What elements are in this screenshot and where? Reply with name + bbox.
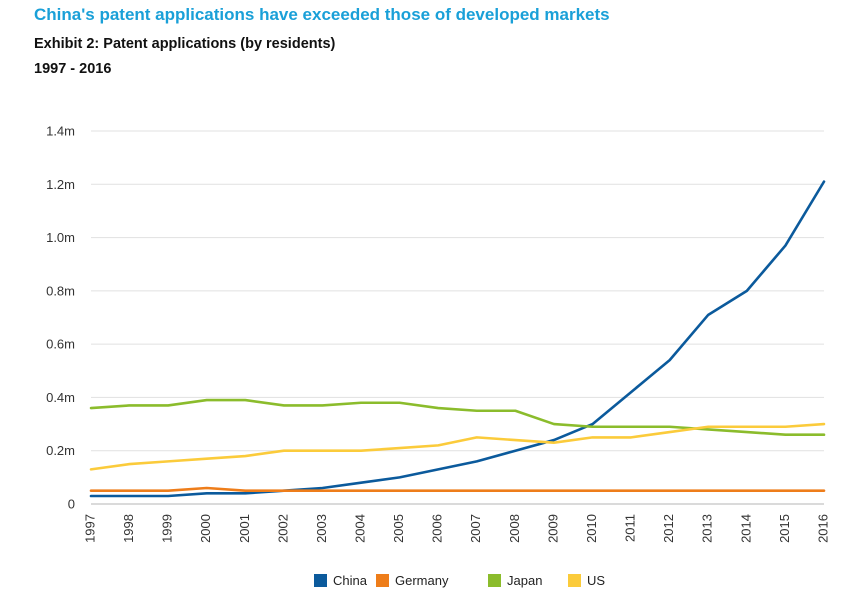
x-tick-label: 2005 xyxy=(391,514,406,543)
x-tick-label: 2003 xyxy=(314,514,329,543)
legend-swatch-germany xyxy=(376,574,389,587)
legend-label-japan: Japan xyxy=(507,573,542,588)
x-tick-label: 2004 xyxy=(352,514,367,543)
y-tick-label: 1.0m xyxy=(46,230,75,245)
x-tick-label: 2007 xyxy=(468,514,483,543)
series-line-germany xyxy=(89,486,826,492)
x-tick-label: 2015 xyxy=(777,514,792,543)
x-tick-label: 2001 xyxy=(237,514,252,543)
series-line-china xyxy=(89,180,826,498)
y-tick-label: 0.6m xyxy=(46,337,75,352)
y-tick-label: 0.2m xyxy=(46,443,75,458)
x-tick-label: 2002 xyxy=(275,514,290,543)
chart-title: Exhibit 2: Patent applications (by resid… xyxy=(34,36,336,52)
legend-label-us: US xyxy=(587,573,605,588)
series-line-japan xyxy=(89,398,826,437)
y-tick-label: 0 xyxy=(68,497,75,512)
legend-label-china: China xyxy=(333,573,368,588)
x-tick-label: 2006 xyxy=(430,514,445,543)
x-tick-label: 2000 xyxy=(198,514,213,543)
legend-swatch-japan xyxy=(488,574,501,587)
x-tick-label: 1997 xyxy=(82,514,97,543)
y-tick-label: 0.4m xyxy=(46,390,75,405)
x-tick-label: 1999 xyxy=(160,514,175,543)
x-tick-label: 2014 xyxy=(738,514,753,543)
x-tick-label: 2009 xyxy=(545,514,560,543)
y-tick-label: 0.8m xyxy=(46,283,75,298)
y-tick-label: 1.4m xyxy=(46,124,75,139)
y-tick-label: 1.2m xyxy=(46,177,75,192)
series-line-us xyxy=(89,422,826,471)
x-tick-label: 2016 xyxy=(815,514,830,543)
chart-date-range: 1997 - 2016 xyxy=(34,61,112,77)
chart-headline: China's patent applications have exceede… xyxy=(34,5,610,24)
x-tick-label: 2013 xyxy=(700,514,715,543)
legend-label-germany: Germany xyxy=(395,573,449,588)
x-tick-label: 2008 xyxy=(507,514,522,543)
x-tick-label: 2012 xyxy=(661,514,676,543)
x-tick-label: 2010 xyxy=(584,514,599,543)
legend-swatch-us xyxy=(568,574,581,587)
x-tick-label: 1998 xyxy=(121,514,136,543)
x-tick-label: 2011 xyxy=(623,514,638,542)
legend-swatch-china xyxy=(314,574,327,587)
